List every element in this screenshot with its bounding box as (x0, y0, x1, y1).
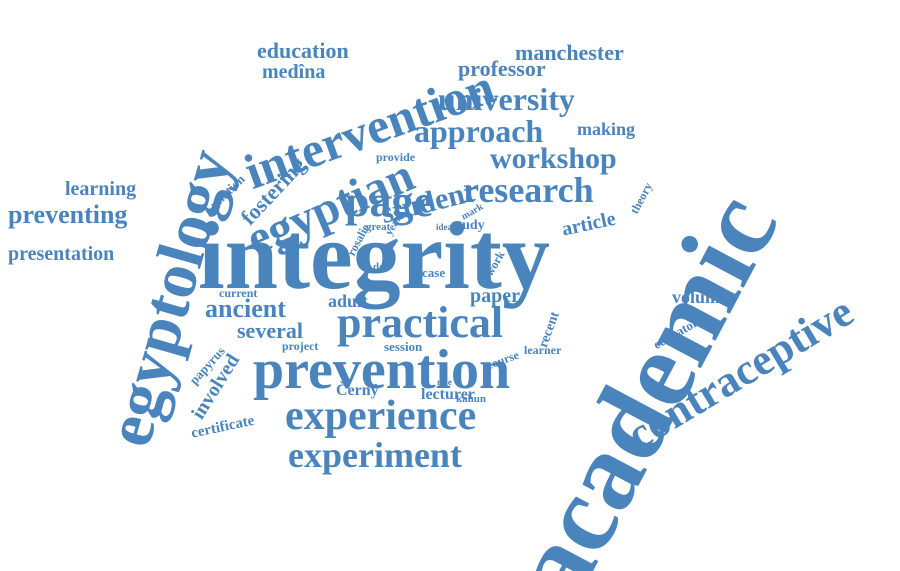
word-cerny: Černý (336, 382, 379, 399)
word-project: project (282, 339, 319, 353)
word-university: university (438, 81, 575, 117)
word-professor: professor (458, 56, 546, 81)
word-kahun: kahun (456, 393, 486, 405)
word-theory: theory (627, 180, 656, 217)
word-current: current (219, 286, 258, 300)
word-medina: medîna (262, 61, 326, 83)
word-learner: learner (524, 343, 562, 357)
word-learning: learning (65, 178, 137, 200)
word-research: research (463, 170, 594, 210)
word-article: article (559, 207, 618, 241)
word-paper: paper (470, 285, 520, 307)
word-adult: adult (328, 291, 369, 311)
word-volume: volume (672, 287, 728, 307)
word-lecturer: lecturer (421, 386, 475, 403)
word-case: case (422, 265, 446, 280)
word-manchester: manchester (515, 40, 624, 65)
word-ancient: ancient (205, 294, 286, 323)
word-preventing: preventing (8, 200, 128, 229)
word-idea: idea (436, 222, 453, 232)
word-integrity: integrity (198, 202, 550, 309)
word-workshop: workshop (490, 142, 617, 175)
word-several: several (237, 318, 303, 343)
word-role: role (437, 377, 452, 387)
word-experiment: experiment (288, 435, 462, 475)
word-making: making (577, 119, 636, 139)
word-approach: approach (414, 113, 544, 149)
word-session: session (384, 339, 423, 354)
word-education: education (257, 38, 349, 63)
word-presentation: presentation (8, 243, 115, 265)
word-study: study (452, 218, 485, 233)
word-deir: deir (373, 261, 392, 273)
word-prevention: prevention (253, 339, 511, 401)
word-provide: provide (376, 150, 416, 164)
word-experience: experience (285, 393, 477, 439)
word-great: great (366, 221, 391, 233)
word-page: page (345, 177, 433, 226)
word-practical: practical (337, 298, 504, 347)
